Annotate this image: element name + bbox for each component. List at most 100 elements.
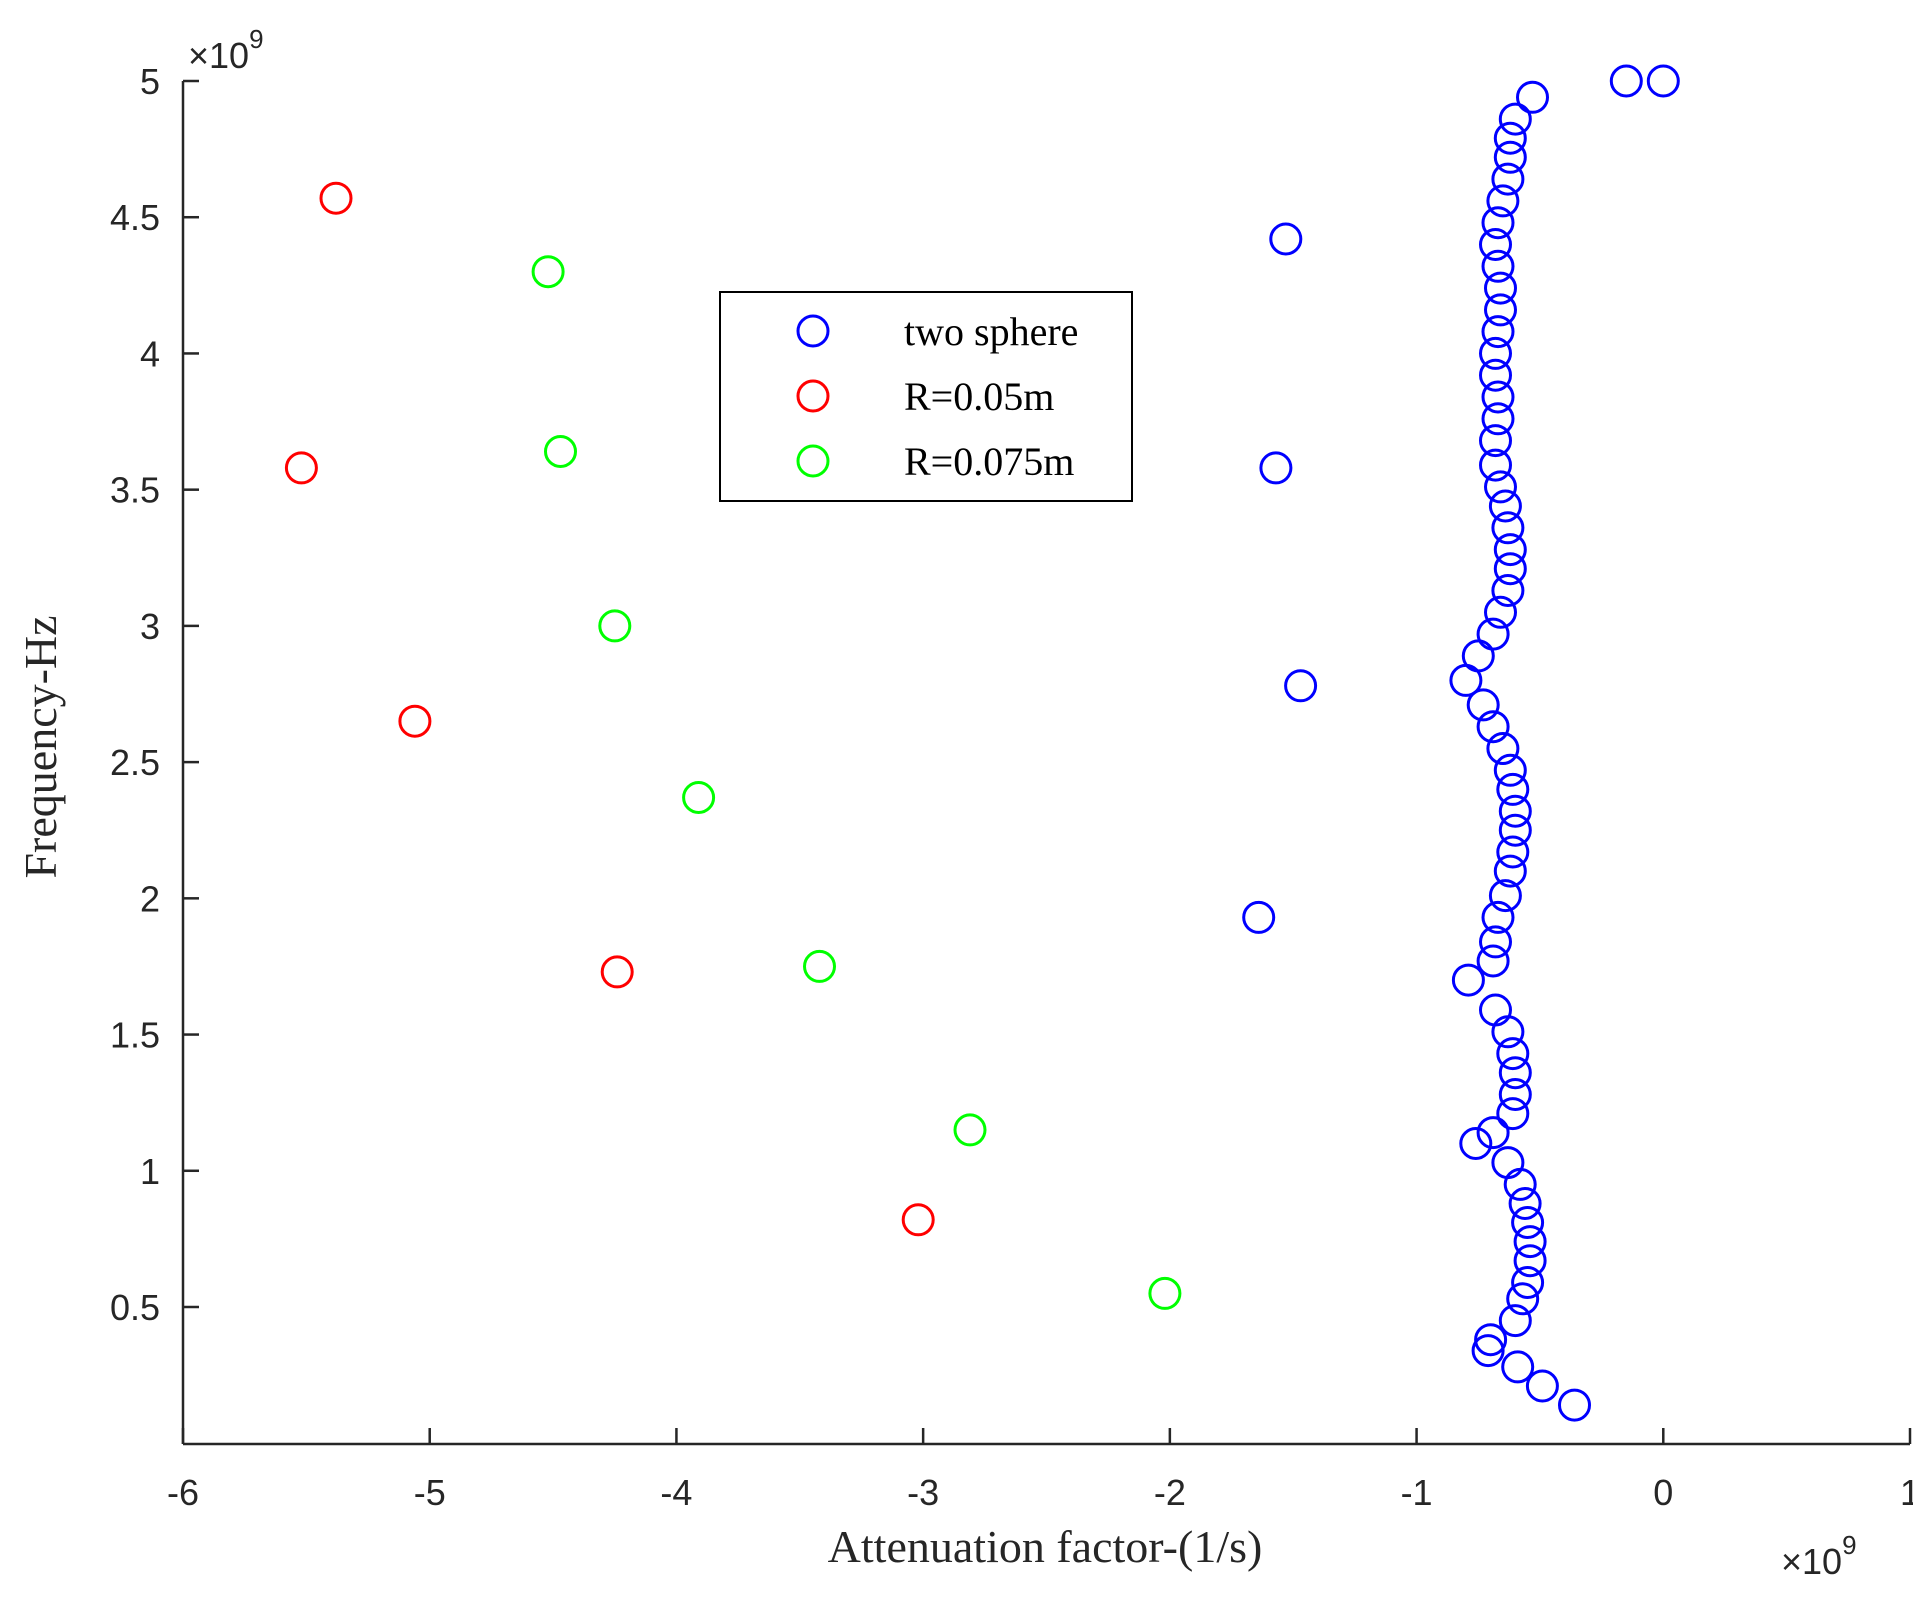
point-two-sphere — [1498, 1078, 1532, 1111]
point-two-sphere — [1471, 1334, 1505, 1368]
legend-marker — [796, 314, 830, 348]
x-tick-label: 0 — [1653, 1472, 1673, 1513]
point-r-0-05m — [319, 181, 353, 215]
point-two-sphere — [1496, 1097, 1530, 1131]
legend: two sphere R=0.05m R=0.075m — [719, 291, 1133, 502]
point-r-0-05m — [901, 1203, 935, 1237]
point-r-0-075m — [531, 255, 565, 289]
point-two-sphere — [1525, 1369, 1559, 1403]
point-two-sphere — [1481, 380, 1515, 414]
point-two-sphere — [1484, 271, 1517, 305]
y-axis-title: Frequency-Hz — [15, 615, 66, 878]
point-two-sphere — [1242, 900, 1276, 934]
point-two-sphere — [1496, 1037, 1530, 1071]
point-two-sphere — [1459, 1127, 1493, 1160]
point-r-0-05m — [600, 955, 634, 989]
point-two-sphere — [1511, 1206, 1545, 1239]
point-r-0-075m — [803, 949, 836, 983]
point-two-sphere — [1488, 489, 1522, 523]
point-r-0-05m — [284, 451, 318, 485]
point-two-sphere — [1476, 617, 1510, 651]
point-two-sphere — [1491, 162, 1525, 196]
point-two-sphere — [1646, 64, 1680, 98]
y-tick-label: 2 — [140, 878, 160, 919]
point-two-sphere — [1508, 1187, 1542, 1220]
point-two-sphere — [1269, 222, 1303, 256]
x-axis-title: Attenuation factor-(1/s) — [828, 1521, 1263, 1572]
point-two-sphere — [1498, 102, 1532, 136]
point-two-sphere — [1466, 688, 1500, 722]
point-two-sphere — [1513, 1244, 1547, 1278]
point-two-sphere — [1476, 1116, 1510, 1150]
point-r-0-075m — [682, 781, 716, 814]
point-two-sphere — [1481, 900, 1515, 934]
point-two-sphere — [1474, 1323, 1508, 1357]
point-two-sphere — [1484, 595, 1517, 629]
point-two-sphere — [1481, 206, 1515, 240]
y-exponent-label: ×109 — [188, 24, 264, 76]
point-two-sphere — [1486, 184, 1520, 218]
x-tick-label: 1 — [1900, 1472, 1913, 1513]
legend-label: two sphere — [904, 309, 1078, 354]
x-tick-label: -2 — [1154, 1472, 1186, 1513]
point-two-sphere — [1496, 772, 1530, 806]
x-tick-label: -6 — [167, 1472, 199, 1513]
point-r-0-075m — [1148, 1276, 1182, 1310]
x-tick-label: -5 — [414, 1472, 446, 1513]
legend-marker — [796, 379, 830, 413]
point-two-sphere — [1503, 1167, 1537, 1201]
point-two-sphere — [1493, 753, 1527, 787]
point-two-sphere — [1498, 1056, 1532, 1090]
point-two-sphere — [1493, 121, 1527, 155]
y-tick-label: 0.5 — [110, 1287, 160, 1328]
y-tick-label: 2.5 — [110, 742, 160, 783]
y-tick-label: 1.5 — [110, 1015, 160, 1056]
point-two-sphere — [1496, 835, 1530, 869]
point-two-sphere — [1493, 140, 1527, 174]
point-two-sphere — [1511, 1266, 1545, 1299]
x-exponent-label: ×109 — [1781, 1530, 1857, 1582]
point-two-sphere — [1479, 228, 1512, 261]
point-two-sphere — [1493, 552, 1527, 586]
point-two-sphere — [1476, 710, 1510, 744]
point-two-sphere — [1491, 574, 1525, 607]
point-two-sphere — [1479, 424, 1512, 458]
point-two-sphere — [1498, 794, 1532, 828]
y-tick-label: 4.5 — [110, 197, 160, 238]
point-two-sphere — [1461, 639, 1495, 673]
point-two-sphere — [1609, 64, 1643, 98]
point-two-sphere — [1479, 925, 1512, 959]
legend-label: R=0.075m — [904, 439, 1074, 484]
legend-marker — [796, 444, 830, 478]
point-two-sphere — [1259, 451, 1293, 485]
point-two-sphere — [1486, 732, 1520, 765]
point-r-0-05m — [398, 704, 432, 738]
legend-label: R=0.05m — [904, 374, 1054, 419]
point-two-sphere — [1506, 1282, 1540, 1316]
point-two-sphere — [1501, 1350, 1535, 1384]
point-two-sphere — [1476, 944, 1510, 978]
point-two-sphere — [1513, 1225, 1547, 1259]
point-two-sphere — [1558, 1388, 1591, 1422]
point-two-sphere — [1491, 1146, 1525, 1180]
point-two-sphere — [1479, 358, 1512, 392]
point-two-sphere — [1491, 511, 1525, 545]
legend-box — [719, 291, 1133, 502]
point-two-sphere — [1451, 963, 1485, 997]
point-two-sphere — [1498, 813, 1532, 847]
y-ticks: 0.5 1 1.5 2 2.5 3 3.5 4 4.5 5 — [110, 61, 199, 1328]
y-tick-label: 3.5 — [110, 470, 160, 511]
point-two-sphere — [1493, 533, 1527, 567]
x-tick-label: -1 — [1401, 1472, 1433, 1513]
point-two-sphere — [1479, 336, 1512, 370]
y-tick-label: 4 — [140, 333, 160, 374]
x-tick-label: -3 — [907, 1472, 939, 1513]
point-two-sphere — [1479, 993, 1512, 1027]
y-tick-label: 3 — [140, 606, 160, 647]
point-r-0-075m — [953, 1113, 987, 1147]
y-tick-label: 5 — [140, 61, 160, 102]
data-marks — [284, 64, 1680, 1422]
point-two-sphere — [1516, 80, 1549, 114]
point-r-0-075m — [598, 609, 632, 643]
